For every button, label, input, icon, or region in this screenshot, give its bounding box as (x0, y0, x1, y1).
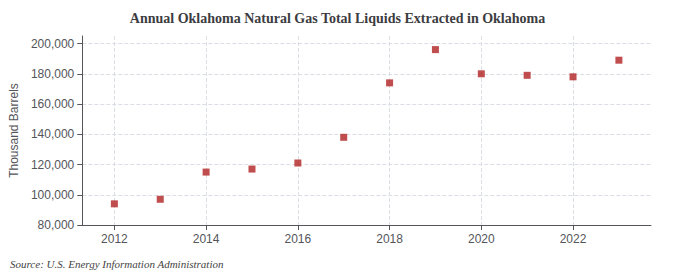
svg-text:2022: 2022 (560, 232, 587, 246)
svg-text:140,000: 140,000 (31, 127, 75, 141)
svg-text:2014: 2014 (193, 232, 220, 246)
svg-text:180,000: 180,000 (31, 67, 75, 81)
svg-text:Annual Oklahoma Natural Gas To: Annual Oklahoma Natural Gas Total Liquid… (130, 11, 545, 26)
svg-text:Thousand Barrels: Thousand Barrels (7, 83, 21, 178)
svg-text:100,000: 100,000 (31, 188, 75, 202)
svg-text:Source: U.S. Energy Informatio: Source: U.S. Energy Information Administ… (10, 258, 224, 270)
svg-text:120,000: 120,000 (31, 158, 75, 172)
svg-text:160,000: 160,000 (31, 97, 75, 111)
svg-text:2012: 2012 (101, 232, 128, 246)
svg-text:200,000: 200,000 (31, 37, 75, 51)
svg-text:80,000: 80,000 (38, 218, 75, 232)
svg-text:2018: 2018 (376, 232, 403, 246)
svg-text:2020: 2020 (468, 232, 495, 246)
svg-text:2016: 2016 (284, 232, 311, 246)
